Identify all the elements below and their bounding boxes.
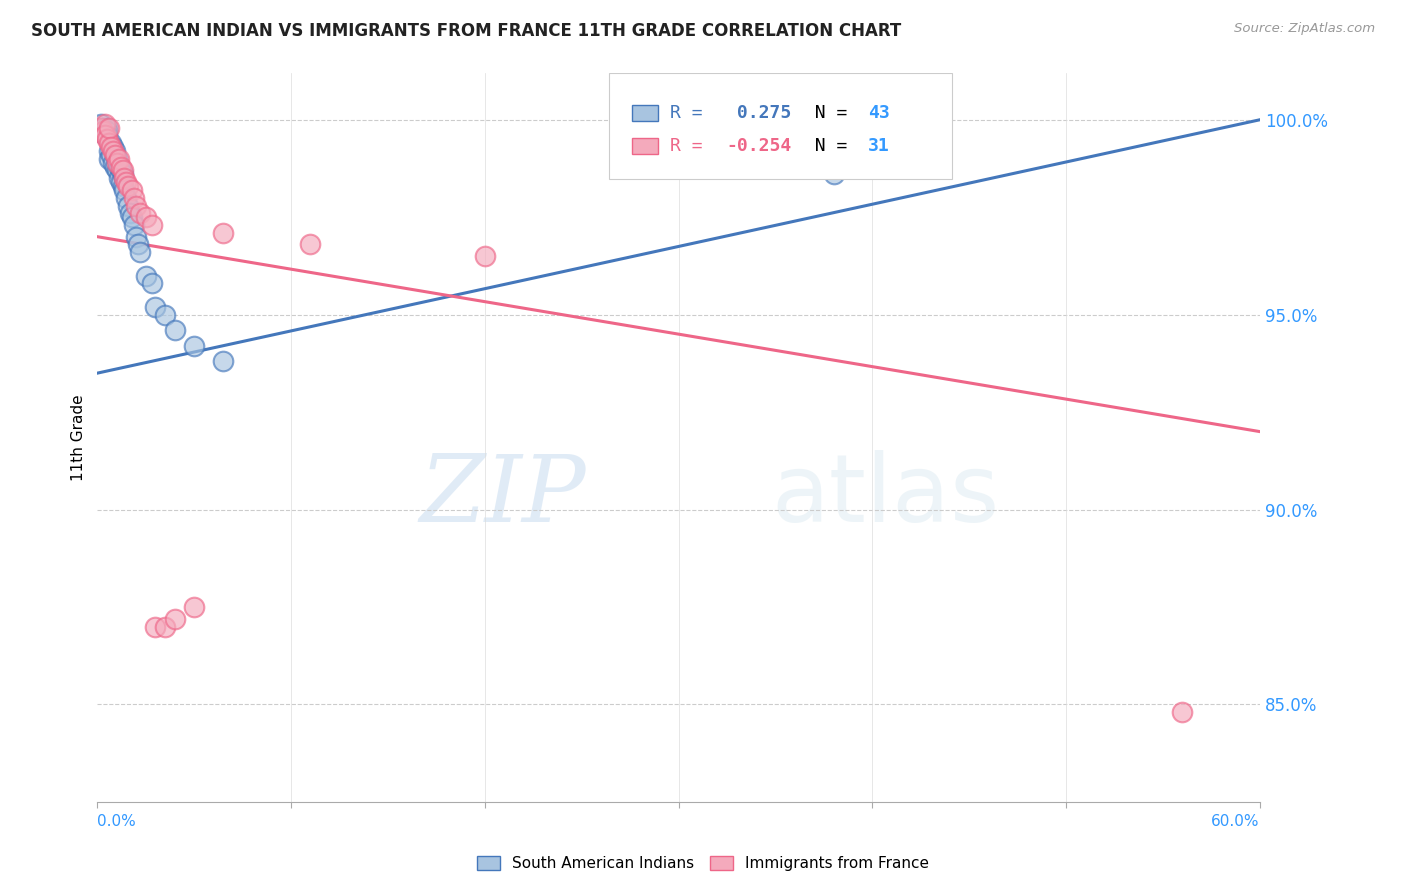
Point: [183, 339, 205, 353]
Point: [98, 152, 121, 166]
Y-axis label: 11th Grade: 11th Grade: [72, 394, 86, 481]
Point: [101, 144, 124, 158]
Text: 0.0%: 0.0%: [97, 814, 136, 829]
Point: [114, 183, 136, 197]
Point: [101, 140, 124, 154]
Point: [111, 167, 134, 181]
Point: [107, 171, 129, 186]
Point: [101, 155, 124, 169]
Point: [90, 120, 112, 135]
Point: [141, 218, 163, 232]
Point: [115, 175, 138, 189]
Point: [110, 175, 132, 189]
Point: [120, 206, 142, 220]
Text: R =: R =: [671, 104, 714, 122]
Point: [105, 155, 128, 169]
Text: 0.275: 0.275: [727, 104, 792, 122]
Point: [98, 144, 121, 158]
Point: [125, 229, 148, 244]
Point: [96, 128, 118, 143]
Point: [94, 128, 117, 143]
Legend: South American Indians, Immigrants from France: South American Indians, Immigrants from …: [471, 850, 935, 877]
Point: [129, 245, 152, 260]
Text: ZIP: ZIP: [419, 450, 586, 541]
Point: [98, 136, 121, 150]
FancyBboxPatch shape: [609, 73, 952, 178]
Point: [153, 619, 176, 633]
Point: [115, 191, 138, 205]
Point: [94, 117, 117, 131]
Point: [104, 144, 127, 158]
Point: [163, 612, 186, 626]
Point: [153, 308, 176, 322]
Text: 60.0%: 60.0%: [1212, 814, 1260, 829]
Point: [100, 136, 122, 150]
Point: [94, 128, 117, 143]
Point: [145, 619, 167, 633]
Point: [163, 323, 186, 337]
Point: [135, 268, 157, 283]
Point: [183, 600, 205, 615]
Point: [121, 183, 143, 197]
Point: [1171, 706, 1194, 720]
Text: N =: N =: [793, 136, 858, 155]
Text: R =: R =: [671, 136, 714, 155]
Text: 43: 43: [868, 104, 890, 122]
Point: [111, 179, 134, 194]
Point: [135, 211, 157, 225]
Point: [299, 237, 322, 252]
Point: [129, 206, 152, 220]
Point: [104, 160, 127, 174]
Point: [125, 198, 148, 212]
Text: SOUTH AMERICAN INDIAN VS IMMIGRANTS FROM FRANCE 11TH GRADE CORRELATION CHART: SOUTH AMERICAN INDIAN VS IMMIGRANTS FROM…: [31, 22, 901, 40]
Point: [96, 132, 118, 146]
Point: [745, 160, 768, 174]
Point: [100, 140, 122, 154]
Point: [127, 237, 149, 252]
Point: [96, 120, 118, 135]
Point: [111, 163, 134, 178]
Point: [122, 218, 145, 232]
Point: [110, 163, 132, 178]
Point: [91, 120, 114, 135]
Point: [117, 179, 139, 194]
Point: [121, 211, 143, 225]
Point: [212, 354, 235, 368]
FancyBboxPatch shape: [633, 105, 658, 121]
Point: [141, 277, 163, 291]
Point: [107, 160, 129, 174]
Point: [105, 152, 128, 166]
Point: [212, 226, 235, 240]
Point: [96, 124, 118, 138]
Point: [104, 148, 127, 162]
Text: -0.254: -0.254: [727, 136, 792, 155]
Point: [628, 152, 651, 166]
Text: 31: 31: [868, 136, 890, 155]
Point: [94, 124, 117, 138]
Text: atlas: atlas: [772, 450, 1000, 541]
Text: Source: ZipAtlas.com: Source: ZipAtlas.com: [1234, 22, 1375, 36]
Text: N =: N =: [793, 104, 858, 122]
Point: [823, 167, 845, 181]
Point: [474, 249, 496, 263]
Point: [107, 152, 129, 166]
Point: [105, 163, 128, 178]
Point: [91, 124, 114, 138]
Point: [122, 191, 145, 205]
Point: [117, 198, 139, 212]
Point: [104, 148, 127, 162]
Point: [145, 300, 167, 314]
FancyBboxPatch shape: [633, 138, 658, 154]
Point: [98, 120, 121, 135]
Point: [110, 160, 132, 174]
Point: [90, 117, 112, 131]
Point: [114, 171, 136, 186]
Point: [100, 148, 122, 162]
